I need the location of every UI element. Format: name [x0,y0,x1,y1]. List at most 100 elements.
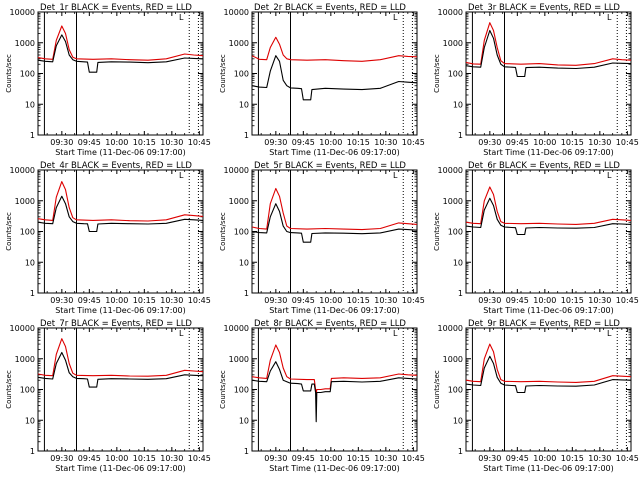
series-lld-line [251,187,418,231]
y-tick-label: 10000 [224,8,249,17]
detector-panel-2: Det_2r BLACK = Events, RED = LLD 1 10 100 10… [219,3,425,157]
x-tick-label: 10:30 [374,454,397,463]
y-tick-label: 1000 [229,197,249,206]
x-tick-label: 09:45 [78,454,101,463]
y-tick-label: 1 [458,289,463,298]
x-axis-label: Start Time (11-Dec-06 09:17:00) [269,148,400,157]
y-axis-label: Counts/sec [433,54,441,93]
x-axis-label: Start Time (11-Dec-06 09:17:00) [55,148,186,157]
y-axis-label: Counts/sec [219,212,227,251]
y-axis-label: Counts/sec [433,370,441,409]
x-tick-label: 10:45 [402,138,425,147]
y-tick-label: 10 [239,258,249,267]
y-tick-label: 1000 [15,197,35,206]
corner-mark: L [607,171,612,180]
corner-mark: L [179,171,184,180]
y-tick-label: 10000 [438,324,463,333]
y-tick-label: 10000 [224,166,249,175]
panel-title: Det_5r BLACK = Events, RED = LLD [254,161,406,171]
y-tick-label: 10000 [224,324,249,333]
y-axis-label: Counts/sec [219,370,227,409]
series-events-line [37,195,204,233]
x-tick-label: 10:45 [616,296,639,305]
series-events-line [465,355,632,394]
y-tick-label: 1000 [443,39,463,48]
x-tick-label: 10:30 [588,454,611,463]
series-events-line [251,361,418,423]
x-tick-label: 09:45 [78,296,101,305]
series-lld-line [251,344,418,395]
x-tick-label: 10:15 [347,454,370,463]
detector-panel-5: Det_5r BLACK = Events, RED = LLD 1 10 100 10… [219,161,425,315]
x-axis-label: Start Time (11-Dec-06 09:17:00) [269,464,400,473]
corner-mark: L [179,329,184,338]
detector-panel-7: Det_7r BLACK = Events, RED = LLD 1 10 100 10… [5,319,211,473]
y-tick-label: 10 [25,100,35,109]
y-axis-label: Counts/sec [219,54,227,93]
corner-mark: L [393,13,398,22]
x-tick-label: 10:45 [616,138,639,147]
y-tick-label: 1000 [443,355,463,364]
y-tick-label: 1000 [443,197,463,206]
x-tick-label: 09:45 [506,138,529,147]
detector-panel-3: Det_3r BLACK = Events, RED = LLD 1 10 100 10… [433,3,639,157]
corner-mark: L [393,171,398,180]
y-tick-label: 1000 [229,355,249,364]
corner-mark: L [607,13,612,22]
x-axis-label: Start Time (11-Dec-06 09:17:00) [55,306,186,315]
x-tick-label: 10:15 [347,296,370,305]
x-tick-label: 10:45 [188,454,211,463]
series-lld-line [465,343,632,383]
y-tick-label: 100 [20,386,35,395]
x-tick-label: 09:30 [264,454,287,463]
plot-frame [465,11,632,136]
x-tick-label: 10:00 [533,296,556,305]
plot-frame [37,169,204,294]
x-tick-label: 09:45 [506,296,529,305]
x-axis-label: Start Time (11-Dec-06 09:17:00) [483,306,614,315]
plot-frame [37,327,204,452]
x-tick-label: 10:00 [319,454,342,463]
series-events-line [465,29,632,78]
y-tick-label: 10 [453,258,463,267]
x-tick-label: 10:45 [402,454,425,463]
series-lld-line [465,186,632,225]
y-tick-label: 100 [234,70,249,79]
x-tick-label: 10:00 [533,138,556,147]
x-tick-label: 10:30 [374,138,397,147]
y-tick-label: 100 [20,228,35,237]
x-tick-label: 10:45 [188,296,211,305]
y-tick-label: 1 [30,131,35,140]
x-tick-label: 09:30 [50,454,73,463]
x-tick-label: 09:45 [506,454,529,463]
y-tick-label: 100 [448,228,463,237]
x-axis-label: Start Time (11-Dec-06 09:17:00) [55,464,186,473]
x-tick-label: 10:45 [188,138,211,147]
y-tick-label: 100 [20,70,35,79]
y-tick-label: 10 [25,416,35,425]
detector-panel-1: Det_1r BLACK = Events, RED = LLD 1 10 100 10… [5,3,211,157]
series-lld-line [37,25,204,61]
y-axis-label: Counts/sec [433,212,441,251]
y-tick-label: 10000 [438,8,463,17]
x-tick-label: 09:45 [292,296,315,305]
x-tick-label: 10:15 [133,296,156,305]
y-tick-label: 1 [458,131,463,140]
series-events-line [251,203,418,243]
x-tick-label: 10:30 [160,454,183,463]
detector-panel-4: Det_4r BLACK = Events, RED = LLD 1 10 100 10… [5,161,211,315]
x-tick-label: 09:30 [264,296,287,305]
plot-frame [251,11,418,136]
series-lld-line [465,22,632,66]
x-tick-label: 10:00 [105,296,128,305]
x-axis-label: Start Time (11-Dec-06 09:17:00) [269,306,400,315]
corner-mark: L [179,13,184,22]
corner-mark: L [393,329,398,338]
x-tick-label: 10:00 [105,138,128,147]
x-tick-label: 09:30 [478,296,501,305]
x-tick-label: 10:15 [347,138,370,147]
y-tick-label: 100 [234,228,249,237]
y-tick-label: 1 [244,131,249,140]
x-tick-label: 09:30 [264,138,287,147]
